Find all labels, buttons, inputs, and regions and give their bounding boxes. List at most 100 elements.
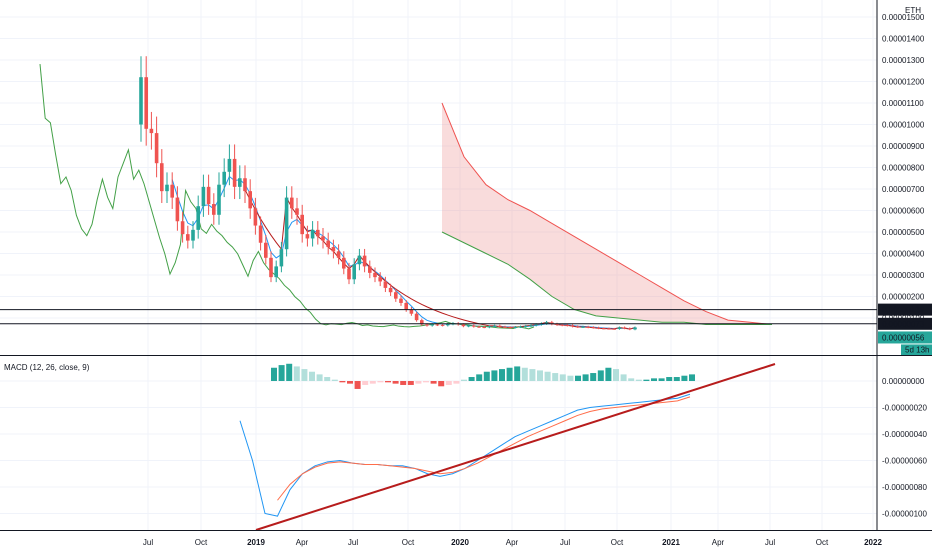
histogram-bar [309,371,315,381]
time-axis[interactable]: Jul Oct 2019 Apr Jul Oct 2020 Apr Jul Oct 2021 Apr J… [143,538,883,547]
candle-body [160,163,164,192]
trend-line[interactable] [255,363,776,531]
time-tick: 2021 [662,538,680,547]
candle-body [258,225,263,243]
histogram-bar [658,378,665,381]
candle-body [628,328,632,330]
histogram-bar [544,371,551,381]
candle-body [149,128,154,134]
histogram-bar [681,375,688,381]
histogram-bar [499,369,505,381]
candle-body [602,328,606,330]
price-tick: 0.00001500 [882,13,925,22]
histogram-bar [445,381,452,385]
candle-body [622,327,627,329]
price-scale[interactable]: 0.00001500 0.00001400 0.00001300 0.00001200… [882,13,925,323]
leading-span-a [441,102,773,325]
candles [139,56,637,331]
histogram-bar [635,379,642,381]
candle-body [264,242,268,258]
candle-body [487,326,492,328]
horizontal-lines[interactable]: 0.00000139 0.00000073 0.00000056 5d 13h [0,303,932,356]
histogram-bar [423,381,429,383]
histogram-bar [354,381,361,389]
candle-body [201,186,206,207]
time-tick: 2022 [864,538,882,547]
histogram-bar [293,366,300,381]
candle-body [295,208,299,215]
price-line-label: 0.00000139 [882,306,925,315]
histogram-bar [651,378,657,381]
price-tick: 0.00000500 [882,228,925,237]
candle-body [425,324,429,326]
macd-scale[interactable]: 0.00000000 -0.00000020 -0.00000040 -0.00000… [882,377,927,519]
candle-body [388,287,393,293]
candle-body [492,325,497,327]
histogram-bar [491,370,498,381]
histogram-bar [597,370,604,381]
time-tick: Jul [143,538,153,547]
candle-body [394,292,398,299]
candle-body [503,326,507,328]
histogram-bar [643,379,650,381]
candle-body [461,324,466,327]
candle-body [222,171,226,185]
candle-body [534,324,538,326]
candle-body [175,197,180,222]
histogram-bar [400,381,407,385]
candle-body [607,328,611,330]
candle-body [191,229,195,241]
candle-body [238,178,242,187]
candle-body [362,255,367,267]
candle-body [144,77,148,129]
time-tick: Oct [195,538,208,547]
candle-body [529,325,533,327]
candle-body [253,208,258,226]
histogram-bar [453,381,460,384]
price-tick: 0.00001400 [882,35,925,44]
histogram-bar [620,374,627,381]
macd-histogram [271,363,695,389]
candle-body [435,324,440,326]
candle-body [232,158,237,187]
currency-label: ETH [905,6,921,15]
base-line [244,189,636,330]
histogram-bar [529,369,536,381]
candle-body [352,264,356,280]
histogram-bar [590,373,597,381]
price-tick: 0.00000700 [882,185,925,194]
histogram-bar [278,365,285,381]
histogram-bar [438,381,445,387]
histogram-bar [559,374,566,381]
candle-body [576,326,580,328]
histogram-bar [324,377,331,381]
histogram-bar [316,374,323,381]
histogram-bar [582,374,589,381]
candle-body [316,229,320,237]
price-tick: 0.00000400 [882,250,925,259]
histogram-bar [483,371,490,381]
time-tick: 2019 [247,538,265,547]
histogram-bar [605,367,612,381]
last-price-label: 0.00000056 [882,333,925,342]
leading-span-b [441,231,772,325]
histogram-bar [430,381,437,384]
histogram-bar [468,377,475,381]
macd-tick: -0.00000040 [882,430,927,439]
candle-body [633,327,637,330]
candle-body [279,249,284,267]
candle-body [336,251,341,258]
histogram-bar [521,367,528,381]
price-tick: 0.00000600 [882,207,925,216]
candle-body [612,328,616,330]
histogram-bar [628,378,635,381]
time-tick: 2020 [451,538,469,547]
price-line-tag [878,303,932,316]
histogram-bar [476,374,483,381]
time-tick: Jul [560,538,570,547]
candle-body [518,326,523,328]
histogram-bar [286,363,293,381]
candle-body [154,133,159,164]
candle-body [570,325,575,327]
